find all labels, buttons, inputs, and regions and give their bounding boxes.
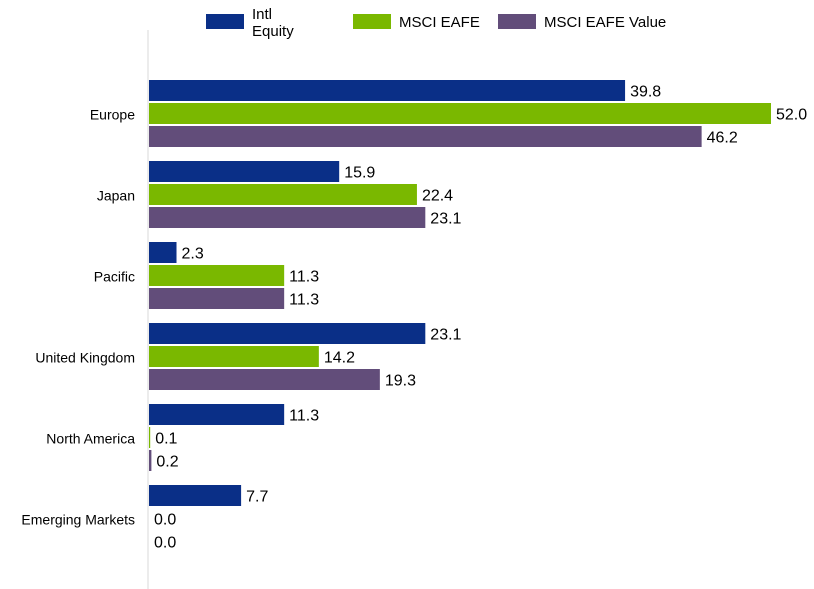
bar-intl-equity-emerging-markets: [149, 485, 242, 506]
legend-swatch-intl-equity: [206, 14, 244, 29]
legend-swatch-msci-eafe: [353, 14, 391, 29]
value-label-msci-eafe-united-kingdom: 14.2: [324, 350, 355, 367]
value-label-msci-eafe-value-japan: 23.1: [430, 211, 461, 228]
legend: Intl Equity MSCI EAFE MSCI EAFE Value: [0, 6, 814, 56]
bar-msci-eafe-japan: [149, 184, 417, 205]
value-label-msci-eafe-pacific: 11.3: [289, 269, 319, 286]
bar-msci-eafe-value-pacific: [149, 288, 285, 309]
bar-intl-equity-north-america: [149, 404, 285, 425]
value-label-intl-equity-europe: 39.8: [630, 84, 661, 101]
category-label-emerging-markets: Emerging Markets: [21, 512, 135, 528]
category-label-north-america: North America: [46, 431, 135, 447]
bar-msci-eafe-united-kingdom: [149, 346, 319, 367]
value-label-intl-equity-emerging-markets: 7.7: [246, 489, 268, 506]
legend-swatch-msci-eafe-value: [498, 14, 536, 29]
value-label-msci-eafe-japan: 22.4: [422, 188, 453, 205]
bar-intl-equity-united-kingdom: [149, 323, 426, 344]
category-label-united-kingdom: United Kingdom: [35, 350, 135, 366]
category-label-group: Europe Japan Pacific United Kingdom North Am…: [21, 107, 135, 528]
bar-intl-equity-japan: [149, 161, 340, 182]
legend-item-msci-eafe: MSCI EAFE: [353, 6, 480, 31]
legend-label-msci-eafe-value: MSCI EAFE Value: [544, 14, 667, 31]
value-label-intl-equity-united-kingdom: 23.1: [430, 327, 461, 344]
value-label-intl-equity-japan: 15.9: [344, 165, 375, 182]
value-label-msci-eafe-value-united-kingdom: 19.3: [385, 373, 416, 390]
bar-msci-eafe-europe: [149, 103, 771, 124]
value-label-msci-eafe-europe: 52.0: [776, 107, 807, 124]
bar-msci-eafe-value-north-america: [149, 450, 152, 471]
bar-msci-eafe-value-united-kingdom: [149, 369, 380, 390]
value-label-msci-eafe-north-america: 0.1: [155, 431, 177, 448]
value-label-msci-eafe-emerging-markets: 0.0: [154, 512, 176, 529]
category-label-europe: Europe: [90, 107, 135, 123]
value-label-intl-equity-pacific: 2.3: [182, 246, 204, 263]
category-label-japan: Japan: [97, 188, 135, 204]
legend-label-msci-eafe: MSCI EAFE: [399, 14, 480, 31]
bar-group: [149, 80, 771, 506]
value-label-msci-eafe-value-north-america: 0.2: [156, 454, 178, 471]
value-label-group: 39.8 52.0 46.2 15.9 22.4 23.1 2.3 11.3 11.3 23.1 1…: [154, 84, 807, 552]
bar-intl-equity-europe: [149, 80, 626, 101]
bar-msci-eafe-pacific: [149, 265, 285, 286]
legend-item-intl-equity: Intl Equity: [206, 6, 294, 40]
value-label-msci-eafe-value-europe: 46.2: [707, 130, 738, 147]
legend-item-msci-eafe-value: MSCI EAFE Value: [498, 6, 666, 31]
value-label-msci-eafe-value-emerging-markets: 0.0: [154, 535, 176, 552]
value-label-intl-equity-north-america: 11.3: [289, 408, 319, 425]
value-label-msci-eafe-value-pacific: 11.3: [289, 292, 319, 309]
bar-msci-eafe-north-america: [149, 427, 151, 448]
bar-intl-equity-pacific: [149, 242, 177, 263]
bar-msci-eafe-value-europe: [149, 126, 702, 147]
legend-label-intl-equity: Intl Equity: [252, 6, 294, 40]
bar-msci-eafe-value-japan: [149, 207, 426, 228]
category-label-pacific: Pacific: [94, 269, 135, 285]
